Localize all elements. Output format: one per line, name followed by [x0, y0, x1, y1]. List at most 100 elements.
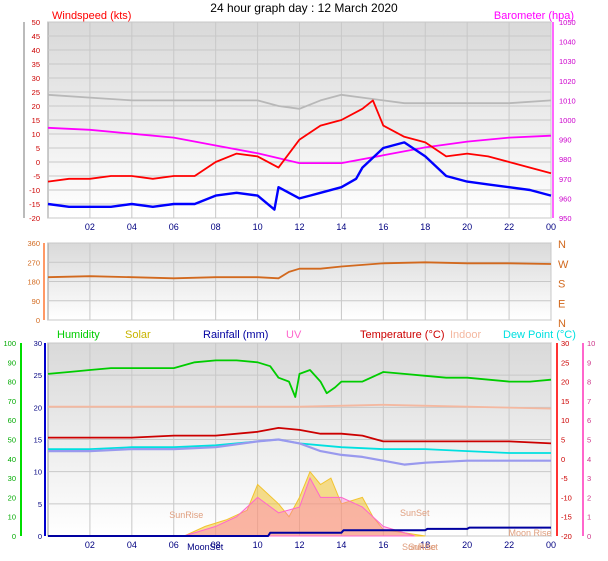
- annotation-label: SunRise: [169, 510, 203, 520]
- wind-panel-left-y-tick-label: 50: [32, 18, 40, 27]
- multi-panel-x-tick-label: 20: [462, 540, 472, 550]
- multi-panel-x-tick-label: 08: [211, 540, 221, 550]
- wind-panel-x-tick-label: 02: [85, 222, 95, 232]
- wind-panel-left-y-tick-label: -15: [29, 200, 40, 209]
- multi-series-humidity: [47, 359, 552, 398]
- dir-panel-left-y-tick-label: 360: [27, 239, 40, 248]
- multi-panel-right1-y-tick-label: -5: [561, 474, 568, 483]
- wind-panel-left-y-tick-label: 45: [32, 32, 40, 41]
- wind-panel-series-wind: [47, 99, 552, 183]
- wind-panel-series-gray_series: [47, 93, 552, 110]
- legend-item-humidity: Humidity: [57, 329, 100, 341]
- rain-series: [48, 526, 551, 537]
- wind-panel-left-y-tick-label: 10: [32, 130, 40, 139]
- multi-panel-right2-y-tick-label: 9: [587, 358, 591, 367]
- wind-panel-left-y-tick-label: -5: [33, 172, 40, 181]
- wind-panel-x-tick-label: 00: [546, 222, 556, 232]
- annotation-label: Moon Rise: [509, 528, 552, 538]
- multi-panel-x-tick-label: 18: [420, 540, 430, 550]
- multi-panel-right2-y-tick-label: 6: [587, 416, 591, 425]
- legend-item-indoor: Indoor: [450, 329, 482, 341]
- wind-panel-right-y-tick-label: 1000: [559, 116, 576, 125]
- multi-series-indoor: [48, 403, 552, 410]
- multi-panel-x-tick-label: 04: [127, 540, 137, 550]
- wind-panel-right-y-tick-label: 990: [559, 136, 572, 145]
- wind-panel-x-tick-label: 08: [211, 222, 221, 232]
- multi-panel-x-tick-label: 22: [504, 540, 514, 550]
- multi-panel-left1-y-tick-label: 10: [8, 513, 16, 522]
- wind-panel-left-y-tick-label: -20: [29, 214, 40, 223]
- multi-panel-left1-y-tick-label: 0: [12, 532, 16, 541]
- multi-panel-left1-y-tick-label: 30: [8, 474, 16, 483]
- multi-panel-right1-y-tick-label: 20: [561, 378, 569, 387]
- multi-panel-right2-y-tick-label: 1: [587, 513, 591, 522]
- multi-panel-left2-y-tick-label: 0: [38, 532, 42, 541]
- dir-compass-label: N: [558, 239, 566, 251]
- wind-panel-left-y-tick-label: 15: [32, 116, 40, 125]
- wind-panel-x-tick-label: 14: [336, 222, 346, 232]
- multi-panel-right1-y-tick-label: -15: [561, 513, 572, 522]
- wind-panel-right-y-tick-label: 960: [559, 194, 572, 203]
- wind-panel-left-y-tick-label: 20: [32, 102, 40, 111]
- wind-panel-x-tick-label: 06: [169, 222, 179, 232]
- multi-panel-left1-y-tick-label: 60: [8, 416, 16, 425]
- wind-panel-right-y-tick-label: 1040: [559, 38, 576, 47]
- multi-panel-left2-y-tick-label: 30: [34, 339, 42, 348]
- page-title: 24 hour graph day : 12 March 2020: [210, 1, 398, 15]
- wind-panel-left-y-tick-label: -10: [29, 186, 40, 195]
- multi-panel-left1-y-tick-label: 20: [8, 493, 16, 502]
- wind-panel-left-y-tick-label: 30: [32, 74, 40, 83]
- dir-compass-label: S: [558, 279, 565, 291]
- dir-compass-label: N: [558, 318, 566, 330]
- wind-panel-x-tick-label: 18: [420, 222, 430, 232]
- multi-panel-right1-y-tick-label: -10: [561, 493, 572, 502]
- annotation-label: MoonSet: [187, 542, 224, 552]
- wind-panel-right-y-tick-label: 1020: [559, 77, 576, 86]
- dir-panel-left-y-tick-label: 0: [36, 316, 40, 325]
- multi-panel-x-tick-label: 14: [336, 540, 346, 550]
- wind-panel-right-y-tick-label: 1050: [559, 18, 576, 27]
- multi-panel-left2-y-tick-label: 5: [38, 500, 42, 509]
- wind-panel-x-tick-label: 10: [253, 222, 263, 232]
- multi-panel-right2-y-tick-label: 5: [587, 436, 591, 445]
- uv-area: [184, 476, 415, 537]
- wind-panel-left-y-tick-label: 25: [32, 88, 40, 97]
- baro-axis-label: Barometer (hpa): [494, 10, 574, 22]
- multi-panel-left1-y-tick-label: 40: [8, 455, 16, 464]
- multi-panel-right2-y-tick-label: 0: [587, 532, 591, 541]
- multi-panel-left2-y-tick-label: 15: [34, 436, 42, 445]
- wind-panel-right-y-tick-label: 1010: [559, 96, 576, 105]
- multi-panel-right1-y-tick-label: 0: [561, 455, 565, 464]
- dir-panel-left-y-tick-label: 90: [32, 297, 40, 306]
- wind-panel-series-baro: [47, 126, 552, 165]
- multi-panel-left1-y-tick-label: 50: [8, 436, 16, 445]
- multi-panel-x-tick-label: 10: [253, 540, 263, 550]
- wind-axis-label: Windspeed (kts): [52, 10, 131, 22]
- multi-panel-left1-y-tick-label: 90: [8, 358, 16, 367]
- dir-panel-left-y-tick-label: 180: [27, 278, 40, 287]
- multi-panel-x-tick-label: 02: [85, 540, 95, 550]
- multi-panel-left2-y-tick-label: 25: [34, 371, 42, 380]
- multi-panel-x-tick-label: 06: [169, 540, 179, 550]
- multi-panel-right1-y-tick-label: -20: [561, 532, 572, 541]
- wind-panel-right-y-tick-label: 980: [559, 155, 572, 164]
- wind-panel-series-gust_avg: [47, 141, 552, 211]
- dir-panel-series: [47, 261, 552, 280]
- legend-item-solar: Solar: [125, 329, 151, 341]
- wind-panel-left-y-tick-label: 5: [36, 144, 40, 153]
- wind-panel-right-y-tick-label: 1030: [559, 57, 576, 66]
- annotation-label: SunSet: [408, 542, 438, 552]
- multi-panel-right1-y-tick-label: 15: [561, 397, 569, 406]
- legend-item-dew: Dew Point (°C): [503, 329, 576, 341]
- wind-panel-right-y-tick-label: 950: [559, 214, 572, 223]
- multi-panel-x-tick-label: 16: [378, 540, 388, 550]
- multi-panel-right2-y-tick-label: 2: [587, 493, 591, 502]
- multi-panel-right2-y-tick-label: 4: [587, 455, 591, 464]
- dir-compass-label: W: [558, 259, 569, 271]
- annotation-label: SunRise: [402, 542, 436, 552]
- multi-series-lavender: [48, 438, 551, 466]
- multi-panel-right2-y-tick-label: 3: [587, 474, 591, 483]
- wind-panel-x-tick-label: 22: [504, 222, 514, 232]
